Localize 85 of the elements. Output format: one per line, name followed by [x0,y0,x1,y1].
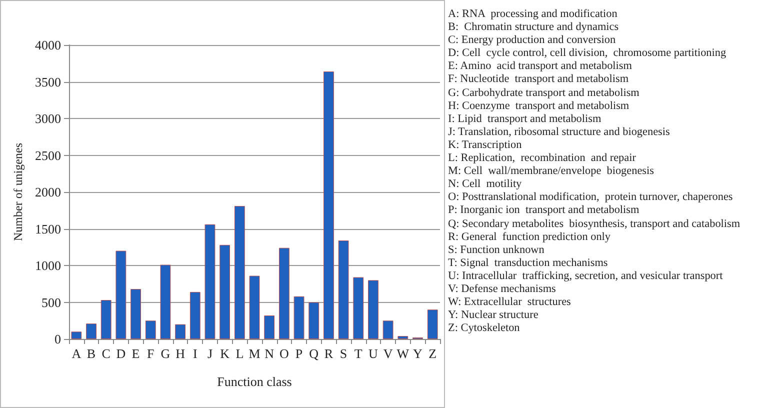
x-axis-title: Function class [217,374,292,389]
x-tick-label: C [102,346,110,361]
bar [278,248,290,339]
bar [175,324,186,339]
text: I: Lipid transport and metabolism [448,112,602,126]
text: R: General function prediction only [448,230,612,244]
bar [368,280,378,339]
x-tick-label: N [264,346,275,361]
bar [427,310,438,339]
bar [145,320,156,339]
x-tick-label: P [295,346,303,361]
bar [86,324,96,339]
text: Q: Secondary metabolites biosynthesis, transport and catabolism [448,218,742,231]
bar [190,292,200,339]
bar [264,315,275,339]
x-tick-label: D [116,346,126,361]
text: T: Signal transduction mechanisms [448,256,609,270]
y-tick-label: 3000 [35,111,61,126]
bar [220,244,230,339]
bar [249,276,260,339]
bar [398,336,408,339]
text: M: Cell wall/membrane/envelope biogenesis [448,165,655,178]
y-tick-label: 4000 [35,38,61,52]
y-axis-title: Number of unigenes [11,142,25,241]
x-tick-label: M [248,346,261,361]
text: L: Replication, recombination and repair [448,152,637,166]
x-tick-label: H [176,346,185,361]
x-tick-label: S [340,346,348,361]
x-tick-label: V [383,346,394,361]
x-tick-label: K [220,346,230,361]
bar [308,302,320,339]
x-tick-label: L [236,346,244,361]
bar [71,332,82,339]
x-tick-label: Z [428,346,437,361]
x-tick-label: A [72,346,82,361]
x-tick-label: F [147,346,154,361]
bar [116,250,126,339]
x-tick-label: G [160,346,170,361]
text: A: RNA processing and modification [448,8,618,22]
text: G: Carbohydrate transport and metabolism [448,86,640,100]
text: U: Intracellular trafficking, secretion, and vesicular transport [448,270,724,283]
y-tick-label: 2000 [35,184,61,200]
bar [234,206,245,339]
text: K: Transcription [448,138,523,152]
text: P: Inorganic ion transport and metabolism [448,204,640,218]
bar [382,320,394,339]
x-tick-label: O [279,346,289,361]
text: N: Cell motility [448,178,523,192]
text: H: Coenzyme transport and metabolism [448,100,630,113]
y-tick-label: 500 [42,294,61,310]
y-tick-label: 1500 [35,221,61,236]
text: O: Posttranslational modification, protein turnover, chaperones [448,191,734,204]
bar [204,224,216,339]
x-tick-label: E [132,346,140,361]
x-tick-label: J [207,346,213,361]
y-tick-label: 3500 [35,74,61,90]
text: F: Nucleotide transport and metabolism [448,73,630,87]
text: C: Energy production and conversion [448,34,617,48]
y-tick-label: 1000 [35,258,61,273]
x-tick-label: U [368,346,379,361]
x-tick-label: R [324,346,334,361]
text: Z: Cytoskeleton [448,322,521,336]
bar [353,277,364,339]
x-tick-label: W [396,346,410,361]
bar [130,289,141,339]
text: V: Defense mechanisms [448,282,557,296]
text: Y: Nuclear structure [448,309,540,322]
bar [160,264,171,339]
y-tick-label: 2500 [35,148,61,163]
text: W: Extracellular structures [448,296,572,310]
x-tick-label: Y [413,346,424,361]
text: E: Amino acid transport and metabolism [448,60,633,74]
text: J: Translation, ribosomal structure and biogenesis [448,126,671,139]
y-tick-label: 0 [54,332,61,346]
text: D: Cell cycle control, cell division, chromosome partitioning [448,47,728,60]
x-tick-label: B [86,346,96,361]
x-tick-label: Q [309,346,320,361]
x-tick-label: T [354,346,362,361]
bar [324,71,334,339]
bar [100,300,112,339]
text: B: Chromatin structure and dynamics [448,21,620,34]
bar [338,240,349,339]
x-tick-label: I [192,346,198,361]
bar [294,296,304,339]
text: S: Function unknown [448,244,546,257]
